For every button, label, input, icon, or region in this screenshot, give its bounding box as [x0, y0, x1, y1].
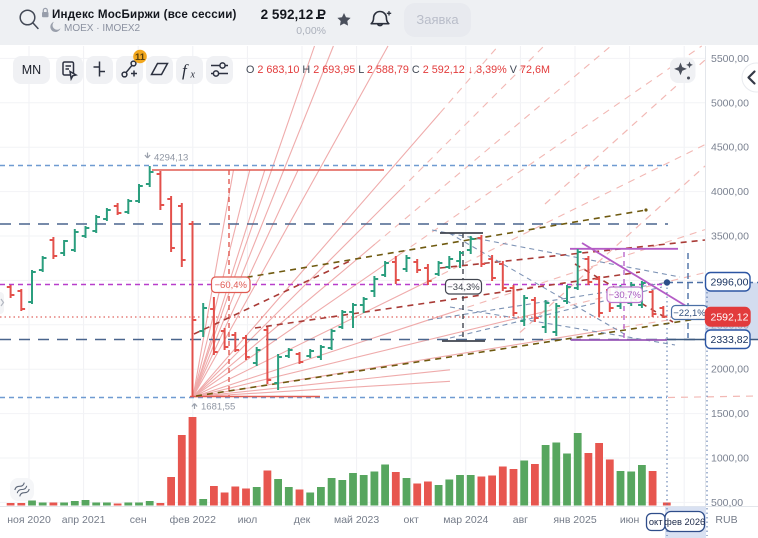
svg-text:мар 2024: мар 2024: [443, 514, 488, 526]
svg-text:ноя 2020: ноя 2020: [7, 514, 51, 526]
svg-text:500,00: 500,00: [711, 497, 743, 509]
svg-text:f: f: [182, 61, 189, 80]
svg-text:апр 2021: апр 2021: [62, 514, 106, 526]
svg-text:дек: дек: [294, 514, 311, 526]
svg-text:−30,7%: −30,7%: [609, 290, 642, 301]
svg-text:2592,12: 2592,12: [711, 312, 749, 324]
svg-text:4500,00: 4500,00: [711, 142, 749, 154]
svg-text:фев 2022: фев 2022: [170, 514, 216, 526]
svg-text:июн: июн: [620, 514, 640, 526]
svg-text:янв 2025: янв 2025: [553, 514, 596, 526]
svg-text:2333,82: 2333,82: [711, 334, 749, 346]
svg-text:1500,00: 1500,00: [711, 408, 749, 420]
svg-text:июл: июл: [238, 514, 258, 526]
svg-text:окт: окт: [649, 517, 663, 527]
svg-text:−22,1%: −22,1%: [673, 308, 706, 319]
svg-text:5000,00: 5000,00: [711, 97, 749, 109]
svg-text:4000,00: 4000,00: [711, 186, 749, 198]
svg-text:−60,4%: −60,4%: [215, 280, 248, 291]
svg-text:1000,00: 1000,00: [711, 453, 749, 465]
svg-text:фев 2026: фев 2026: [664, 517, 705, 527]
svg-text:5500,00: 5500,00: [711, 53, 749, 65]
svg-text:x: x: [190, 70, 196, 81]
svg-text:окт: окт: [404, 514, 420, 526]
svg-text:2996,00: 2996,00: [711, 277, 749, 289]
svg-text:сен: сен: [130, 514, 147, 526]
svg-text:авг: авг: [513, 514, 528, 526]
svg-text:−34,3%: −34,3%: [447, 282, 480, 293]
svg-text:май 2023: май 2023: [334, 514, 379, 526]
svg-text:4294,13: 4294,13: [154, 153, 188, 164]
svg-text:RUB: RUB: [715, 514, 737, 526]
svg-text:11: 11: [135, 52, 146, 63]
svg-text:2000,00: 2000,00: [711, 364, 749, 376]
svg-text:3500,00: 3500,00: [711, 231, 749, 243]
svg-text:1681,55: 1681,55: [201, 402, 235, 413]
